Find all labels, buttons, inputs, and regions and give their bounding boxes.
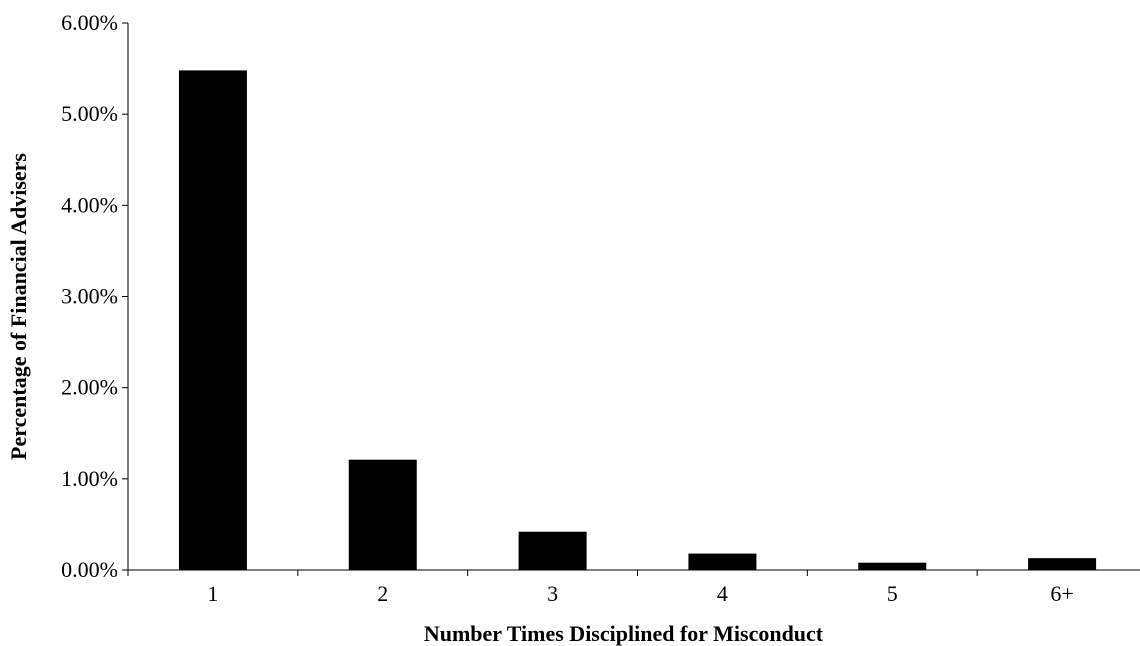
bars bbox=[178, 70, 1097, 570]
y-tick-label: 0.00% bbox=[61, 557, 118, 582]
y-axis-ticks: 0.00% 1.00% 2.00% 3.00% 4.00% 5.00% 6.00% bbox=[61, 10, 128, 582]
y-tick-label: 1.00% bbox=[61, 466, 118, 491]
x-axis-ticks: 1 2 3 4 5 6+ bbox=[127, 570, 1074, 606]
x-tick-label: 5 bbox=[887, 581, 898, 606]
bar-3 bbox=[518, 531, 587, 570]
bar-5 bbox=[858, 562, 927, 570]
x-tick-label: 4 bbox=[717, 581, 728, 606]
y-tick-label: 5.00% bbox=[61, 101, 118, 126]
y-tick-label: 3.00% bbox=[61, 284, 118, 309]
bar-4 bbox=[688, 553, 757, 570]
bar-2 bbox=[348, 459, 417, 570]
x-tick-label: 1 bbox=[207, 581, 218, 606]
y-axis-title: Percentage of Financial Advisers bbox=[6, 153, 31, 460]
x-tick-label: 2 bbox=[377, 581, 388, 606]
bar-1 bbox=[178, 70, 247, 570]
y-tick-label: 2.00% bbox=[61, 375, 118, 400]
bar-6+ bbox=[1028, 558, 1097, 570]
x-tick-label: 6+ bbox=[1050, 581, 1073, 606]
y-tick-label: 6.00% bbox=[61, 10, 118, 35]
y-tick-label: 4.00% bbox=[61, 192, 118, 217]
x-axis-title: Number Times Disciplined for Misconduct bbox=[424, 621, 824, 646]
x-tick-label: 3 bbox=[547, 581, 558, 606]
